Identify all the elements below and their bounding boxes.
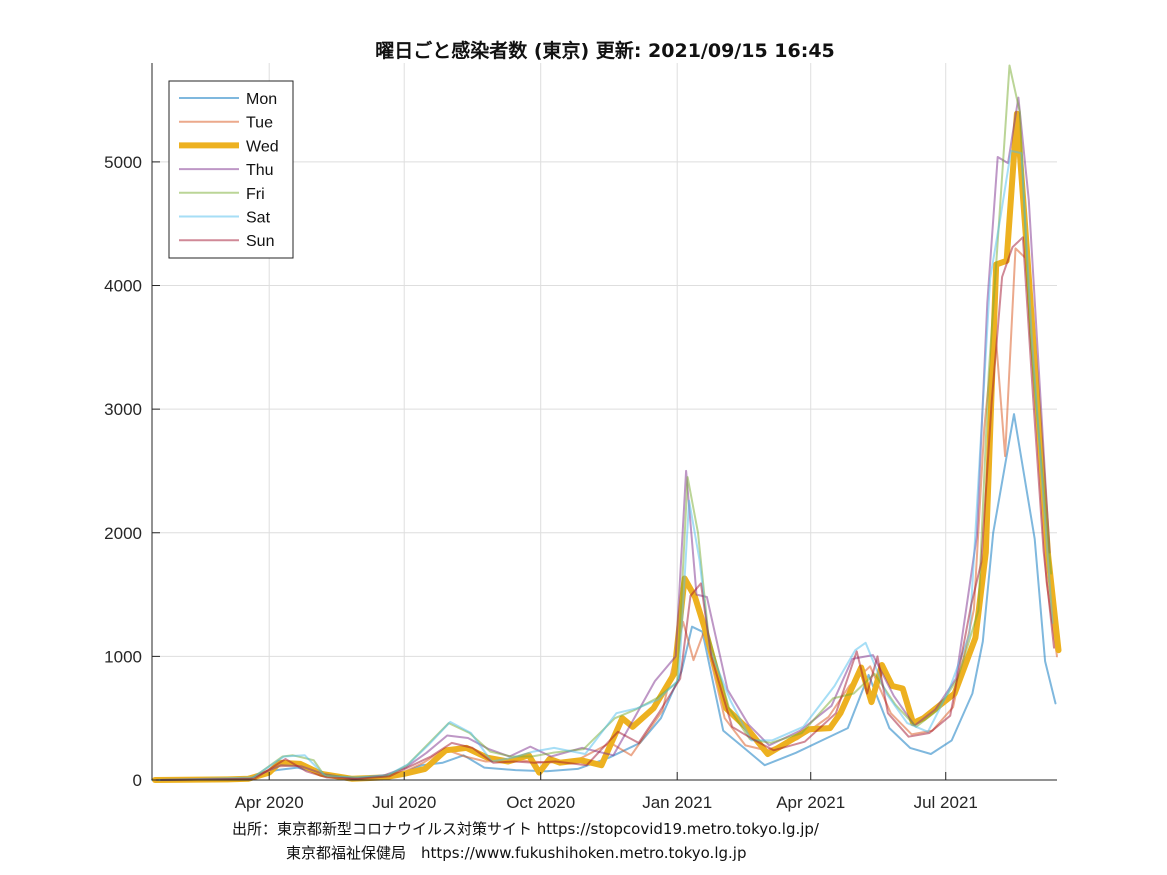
chart-title: 曜日ごと感染者数 (東京) 更新: 2021/09/15 16:45 (375, 39, 835, 62)
x-tick-label: Oct 2020 (506, 793, 575, 812)
series-line-tue (152, 247, 1058, 781)
y-tick-label: 2000 (104, 524, 142, 543)
series-layer (151, 64, 1062, 783)
legend-label-fri: Fri (246, 186, 265, 203)
x-tick-label: Jul 2020 (372, 793, 436, 812)
y-tick-label: 3000 (104, 400, 142, 419)
y-tick-label: 0 (133, 771, 142, 790)
legend-label-sun: Sun (246, 233, 274, 250)
axes: 0 1000 2000 3000 4000 5000 Apr 2020 Jul 2020 Oct… (104, 63, 1057, 812)
x-tick-label: Jan 2021 (642, 793, 712, 812)
legend: Mon Tue Wed Thu Fri Sat Sun (168, 80, 294, 259)
x-tick-label: Apr 2020 (235, 793, 304, 812)
legend-label-tue: Tue (246, 115, 273, 132)
series-line-sat (158, 149, 1054, 781)
y-tick-label: 5000 (104, 153, 142, 172)
series-line-mon (151, 413, 1057, 781)
legend-label-thu: Thu (246, 162, 274, 179)
x-tick-label: Apr 2021 (776, 793, 845, 812)
source-line-2: 東京都福祉保健局 https://www.fukushihoken.metro.… (286, 844, 747, 862)
series-line-sun (159, 236, 1055, 781)
x-tick-label: Jul 2021 (914, 793, 978, 812)
source-line-1: 出所：東京都新型コロナウイルス対策サイト https://stopcovid19… (232, 820, 819, 838)
y-tick-label: 4000 (104, 277, 142, 296)
legend-label-sat: Sat (246, 210, 271, 227)
legend-label-wed: Wed (246, 138, 279, 155)
y-tick-label: 1000 (104, 647, 142, 666)
legend-label-mon: Mon (246, 91, 277, 108)
